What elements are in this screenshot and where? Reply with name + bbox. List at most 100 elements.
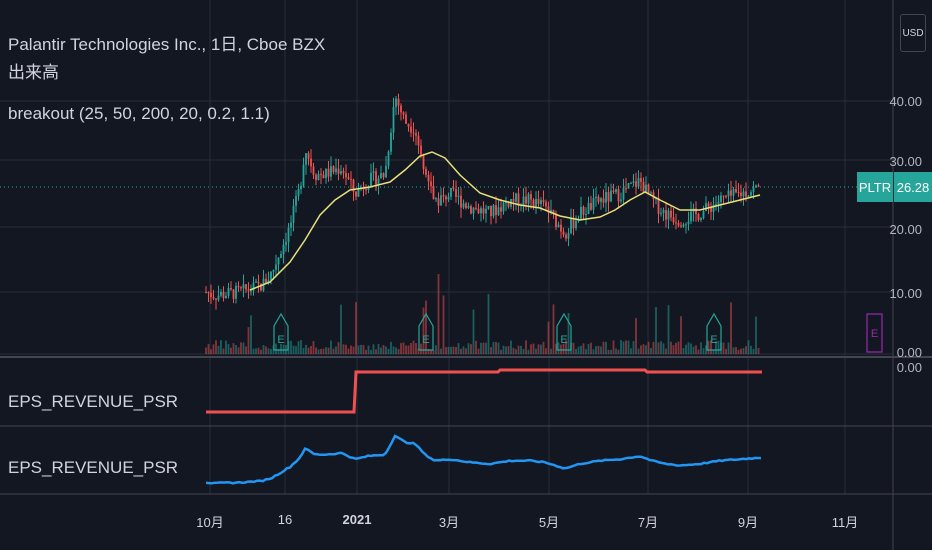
volume-bar bbox=[215, 340, 217, 354]
candle-body bbox=[400, 105, 402, 113]
candle-body bbox=[625, 188, 627, 190]
volume-bar bbox=[695, 345, 697, 354]
pane1-title[interactable]: EPS_REVENUE_PSR bbox=[8, 392, 179, 411]
volume-bar bbox=[667, 305, 670, 354]
candle-body bbox=[747, 195, 750, 197]
volume-bar bbox=[437, 273, 440, 354]
candle-body bbox=[337, 168, 340, 174]
xaxis-label-16: 16 bbox=[277, 512, 293, 527]
volume-bar bbox=[382, 345, 385, 354]
volume-bar bbox=[225, 340, 227, 354]
volume-bar bbox=[350, 345, 352, 354]
volume-bar bbox=[422, 307, 425, 354]
volume-bar bbox=[210, 349, 212, 354]
candle-body bbox=[357, 188, 360, 197]
volume-bar bbox=[435, 345, 437, 354]
candle-body bbox=[640, 178, 642, 182]
volume-bar bbox=[635, 318, 637, 354]
candle-body bbox=[690, 211, 692, 222]
volume-bar bbox=[532, 343, 535, 354]
ticker-tag[interactable]: PLTR bbox=[857, 172, 893, 202]
volume-bar bbox=[607, 349, 610, 354]
volume-bar bbox=[722, 342, 725, 354]
volume-bar bbox=[745, 346, 747, 354]
candle-body bbox=[560, 224, 562, 232]
volume-bar bbox=[217, 345, 220, 354]
indicator-legend[interactable]: breakout (25, 50, 200, 20, 0.2, 1.1) bbox=[8, 104, 270, 123]
earnings-marker-1 bbox=[418, 312, 434, 351]
price-label-10: 10.00 bbox=[889, 286, 922, 301]
candle-body bbox=[505, 202, 507, 204]
volume-bar bbox=[297, 341, 300, 354]
last-price-tag[interactable]: 26.28 bbox=[894, 172, 932, 202]
candle-body bbox=[482, 208, 485, 214]
volume-bar bbox=[542, 341, 545, 354]
pane1-step-line bbox=[206, 368, 762, 414]
candle-body bbox=[657, 197, 660, 214]
candle-body bbox=[465, 203, 467, 208]
volume-bar bbox=[727, 342, 730, 354]
volume-bar bbox=[520, 345, 522, 354]
candle-body bbox=[685, 224, 687, 226]
candle-body bbox=[595, 196, 597, 199]
candle-body bbox=[512, 198, 515, 202]
volume-bar bbox=[640, 345, 642, 354]
volume-bar bbox=[645, 345, 647, 354]
candle-body bbox=[212, 296, 215, 299]
volume-bar bbox=[740, 348, 742, 354]
volume-bar bbox=[497, 342, 500, 354]
candle-body bbox=[630, 182, 632, 184]
volume-bar bbox=[517, 345, 520, 354]
candle-body bbox=[480, 208, 482, 214]
candle-body bbox=[372, 171, 375, 173]
volume-bar bbox=[682, 348, 685, 354]
earnings-marker-3 bbox=[706, 312, 722, 351]
candle-body bbox=[355, 191, 357, 197]
earnings-marker-0 bbox=[273, 312, 289, 351]
earnings-marker-label: E bbox=[422, 334, 429, 346]
volume-bar bbox=[672, 345, 675, 354]
volume-bar bbox=[642, 344, 645, 354]
volume-bar bbox=[582, 343, 585, 354]
volume-legend[interactable]: 出来高 bbox=[8, 63, 59, 82]
candle-body bbox=[447, 196, 450, 200]
volume-bar bbox=[465, 348, 467, 354]
candle-body bbox=[660, 213, 662, 215]
candle-body bbox=[677, 222, 680, 226]
volume-bar bbox=[357, 345, 360, 354]
volume-bar bbox=[475, 340, 477, 354]
candle-body bbox=[665, 210, 667, 220]
candle-body bbox=[540, 200, 542, 204]
volume-bar bbox=[567, 312, 570, 354]
volume-bar bbox=[415, 343, 417, 354]
candle-body bbox=[600, 198, 602, 202]
symbol-title[interactable]: Palantir Technologies Inc., 1日, Cboe BZX bbox=[8, 35, 326, 54]
volume-bar bbox=[622, 341, 625, 354]
candle-body bbox=[300, 185, 302, 190]
earnings-marker-label: E bbox=[277, 334, 284, 346]
candle-body bbox=[487, 206, 490, 209]
volume-bar bbox=[730, 302, 732, 354]
candle-body bbox=[282, 244, 285, 254]
xaxis-label-mar: 3月 bbox=[438, 515, 460, 530]
volume-bar bbox=[255, 348, 257, 354]
volume-bar bbox=[590, 342, 592, 354]
volume-bar bbox=[702, 348, 705, 354]
candle-body bbox=[440, 195, 442, 206]
candle-body bbox=[515, 193, 517, 202]
price-label-30: 30.00 bbox=[889, 154, 922, 169]
earnings-marker-2 bbox=[556, 312, 572, 351]
volume-bar bbox=[715, 341, 717, 354]
currency-button[interactable]: USD bbox=[900, 14, 926, 52]
candle-body bbox=[307, 153, 310, 159]
candle-body bbox=[592, 198, 595, 210]
candle-body bbox=[527, 194, 530, 204]
candle-body bbox=[275, 264, 277, 270]
candle-body bbox=[255, 281, 257, 283]
candle-body bbox=[407, 123, 410, 127]
pane2-title[interactable]: EPS_REVENUE_PSR bbox=[8, 458, 179, 477]
candle-body bbox=[610, 190, 612, 202]
candle-body bbox=[740, 192, 742, 197]
volume-bar bbox=[445, 347, 447, 354]
